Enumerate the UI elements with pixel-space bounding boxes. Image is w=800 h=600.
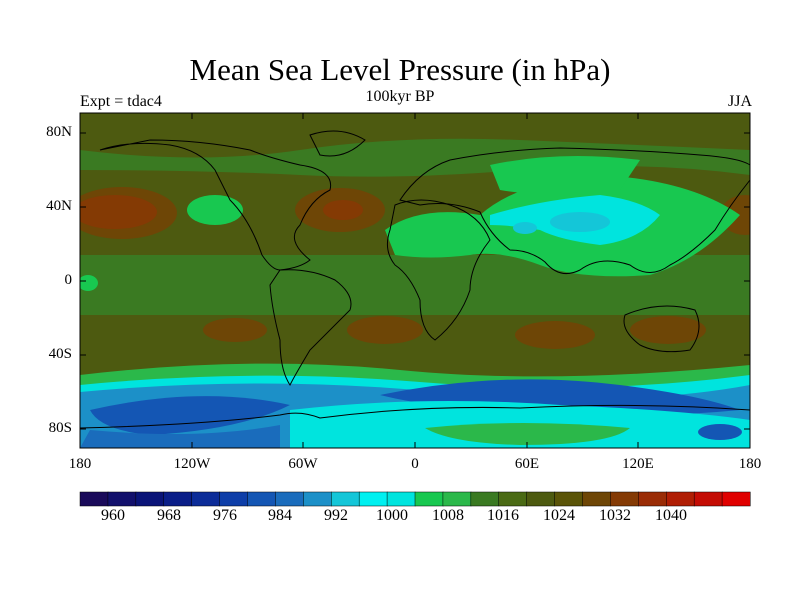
antarctic-high: [425, 423, 630, 445]
season-label: JJA: [727, 93, 752, 110]
colorbar-swatch: [331, 491, 360, 507]
south-america-coast: [269, 269, 352, 386]
azores-high-inner: [323, 200, 363, 220]
colorbar-swatch: [693, 491, 723, 507]
colorbar-swatch: [442, 491, 472, 507]
greenland-coast: [309, 130, 366, 157]
colorbar-swatch: [610, 491, 639, 507]
indian-high: [515, 321, 595, 349]
pressure-field: [80, 113, 750, 448]
south-atlantic-high: [347, 316, 423, 344]
siberia-low: [490, 156, 640, 195]
colorbar-label: 992: [324, 507, 348, 524]
colorbar-label: 1016: [487, 507, 519, 524]
map-subtitle: 100kyr BP: [365, 88, 435, 105]
colorbar-swatch: [163, 491, 193, 507]
lon-tick-label: 120E: [622, 456, 654, 472]
axis-ticks: [79, 113, 751, 448]
lat-tick-label: 40S: [48, 346, 72, 362]
colorbar-swatch: [191, 491, 221, 507]
colorbar-swatch: [358, 491, 388, 507]
north-america-coast: [99, 139, 332, 271]
colorbar-swatch: [79, 491, 109, 507]
africa-coast: [386, 199, 491, 341]
colorbar-swatch: [219, 491, 249, 507]
colorbar-label: 1000: [376, 507, 408, 524]
antarctica-coast: [80, 404, 750, 429]
colorbar-swatch: [275, 491, 304, 507]
colorbar-swatch: [414, 491, 444, 507]
lat-tick-label: 80S: [48, 420, 72, 436]
colorbar-label: 976: [213, 507, 237, 524]
colorbar-swatch: [135, 491, 165, 507]
colorbar-swatch: [303, 491, 332, 507]
lon-tick-label: 180: [738, 456, 762, 472]
colorbar-swatch: [386, 491, 416, 507]
pacific-trough-edge: [80, 425, 280, 448]
colorbar-swatch: [107, 491, 137, 507]
na-low: [187, 195, 243, 225]
colorbar-label: 1032: [599, 507, 631, 524]
west-edge-low: [80, 275, 98, 291]
colorbar-label: 960: [101, 507, 125, 524]
colorbar-swatch: [721, 491, 751, 507]
lon-tick-label: 60E: [514, 456, 540, 472]
pacific-high-inner: [80, 195, 157, 229]
australia-high: [630, 316, 706, 344]
colorbar-swatch: [526, 491, 556, 507]
asia-low-core: [550, 212, 610, 232]
south-pacific-high: [203, 318, 267, 342]
experiment-label: Expt = tdac4: [80, 93, 162, 110]
colorbar-label: 1024: [543, 507, 575, 524]
lat-tick-label: 80N: [46, 124, 72, 140]
colorbar-label: 1008: [432, 507, 464, 524]
colorbar-swatch: [554, 491, 584, 507]
asia-low-core-west: [513, 222, 537, 234]
colorbar-swatch: [666, 491, 695, 507]
lon-tick-label: 120W: [173, 456, 211, 472]
colorbar-swatch: [470, 491, 500, 507]
lon-tick-label: 180: [68, 456, 92, 472]
colorbar-label: 1040: [655, 507, 687, 524]
lat-tick-label: 0: [64, 272, 73, 288]
colorbar: [79, 491, 751, 507]
colorbar-label: 984: [268, 507, 292, 524]
colorbar-swatch: [498, 491, 528, 507]
colorbar-label: 968: [157, 507, 181, 524]
lon-tick-label: 60W: [288, 456, 318, 472]
coastlines: [80, 130, 750, 429]
lat-tick-label: 40N: [46, 198, 72, 214]
colorbar-swatch: [247, 491, 276, 507]
ross-low: [698, 424, 742, 440]
australia-coast: [623, 305, 700, 353]
colorbar-swatch: [638, 491, 667, 507]
map-title: Mean Sea Level Pressure (in hPa): [189, 52, 611, 87]
eurasia-coast: [399, 147, 750, 275]
pacific-trough: [90, 396, 290, 435]
lon-tick-label: 0: [411, 456, 419, 472]
colorbar-swatch: [582, 491, 611, 507]
